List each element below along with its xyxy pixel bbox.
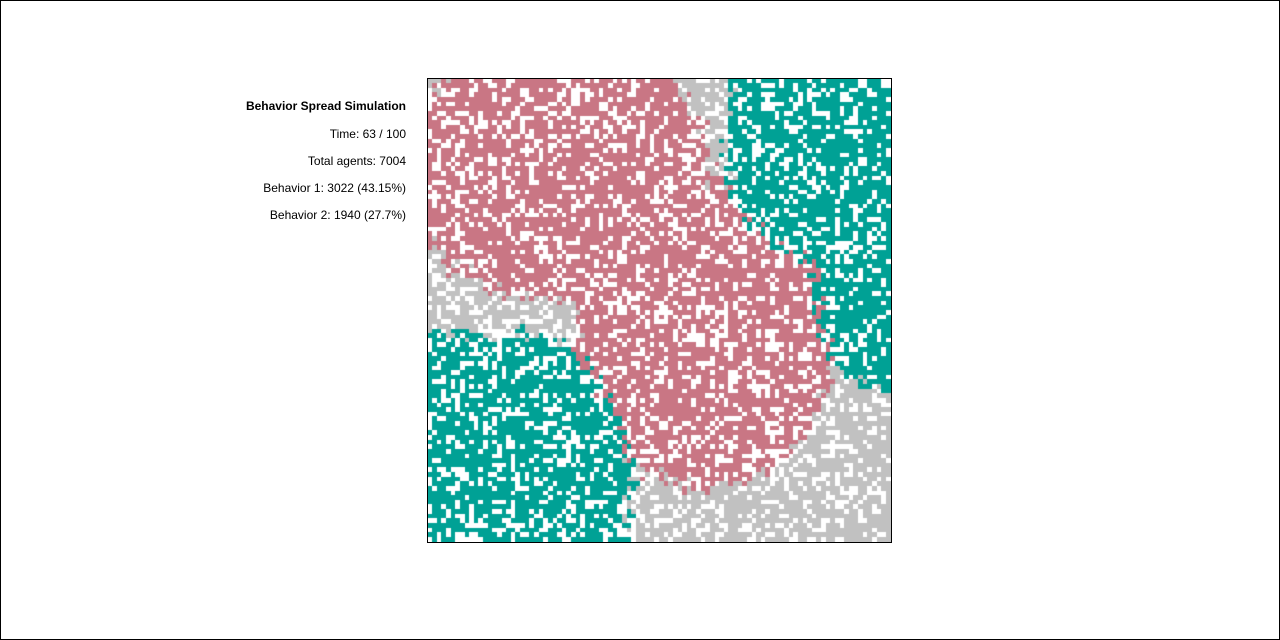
simulation-title: Behavior Spread Simulation <box>245 99 406 113</box>
stats-panel: Behavior Spread Simulation Time: 63 / 10… <box>246 96 406 232</box>
total-agents-readout: Total agents: 7004 <box>307 154 406 168</box>
behavior2-readout: Behavior 2: 1940 (27.7%) <box>269 208 406 222</box>
behavior1-readout: Behavior 1: 3022 (43.15%) <box>263 181 406 195</box>
simulation-grid[interactable] <box>427 78 892 543</box>
time-readout: Time: 63 / 100 <box>329 127 406 141</box>
agent-grid-canvas[interactable] <box>428 79 891 542</box>
